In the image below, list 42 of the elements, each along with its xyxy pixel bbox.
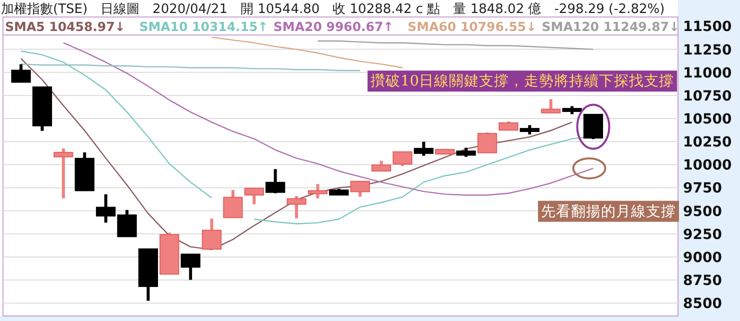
y-tick-label: 11500 bbox=[683, 19, 732, 36]
line-series bbox=[20, 63, 361, 72]
candlestick bbox=[308, 184, 328, 198]
candlestick bbox=[392, 151, 412, 166]
y-tick-label: 8750 bbox=[683, 273, 722, 290]
text: SMA10 10314.15↑ bbox=[139, 19, 268, 34]
candlestick bbox=[350, 180, 370, 197]
text: SMA20 9960.67↑ bbox=[273, 19, 394, 34]
candlestick bbox=[223, 190, 243, 218]
candlestick bbox=[244, 188, 264, 204]
y-tick-label: 9000 bbox=[683, 250, 722, 266]
text: SMA5 10458.97↓ bbox=[5, 19, 126, 34]
line-series bbox=[211, 36, 404, 68]
text: SMA60 10796.55↓ bbox=[408, 19, 537, 34]
chart-title: 加權指數(TSE) 日線圖 2020/04/21 開 10544.80 收 10288.42 c 點 量 1848.02 億 -298.29 (-2.82%) bbox=[1, 2, 665, 17]
candlestick bbox=[266, 169, 286, 194]
y-tick-label: 11000 bbox=[683, 65, 732, 82]
y-tick-label: 10250 bbox=[683, 134, 732, 151]
y-tick-label: 9750 bbox=[683, 180, 722, 197]
candlestick bbox=[520, 125, 540, 134]
annotation: 先看翻揚的月線支撐 bbox=[541, 202, 676, 220]
y-tick-label: 9500 bbox=[683, 204, 722, 220]
candlestick bbox=[583, 114, 604, 140]
series-label: SMA120 11249.87↓ bbox=[542, 19, 680, 34]
candlestick bbox=[456, 148, 476, 157]
candlestick bbox=[414, 142, 434, 156]
y-tick-label: 10000 bbox=[683, 158, 732, 174]
y-tick-label: 9250 bbox=[683, 226, 722, 243]
annotation: 攢破10日線關鍵支撐，走勢將持續下探找支撐 bbox=[370, 72, 674, 90]
candlestick bbox=[180, 254, 200, 280]
candlestick bbox=[54, 148, 74, 198]
candlestick bbox=[477, 132, 498, 154]
candlestick bbox=[371, 160, 392, 172]
y-tick-label: 8500 bbox=[683, 296, 722, 312]
y-tick-label: 10750 bbox=[683, 88, 732, 104]
y-tick-label: 10500 bbox=[683, 112, 732, 128]
y-tick-label: 11250 bbox=[683, 42, 732, 58]
candlestick bbox=[541, 99, 561, 114]
line-series bbox=[317, 40, 594, 50]
candlestick bbox=[202, 218, 222, 250]
candlestick bbox=[286, 196, 306, 218]
candlestick bbox=[11, 64, 31, 83]
